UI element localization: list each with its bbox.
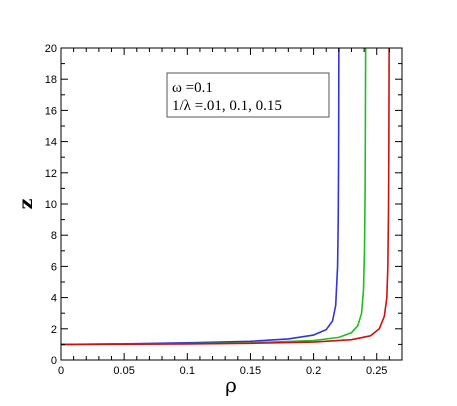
annotation-frame xyxy=(166,72,330,118)
series-line-3 xyxy=(60,47,390,346)
x-tick-label: 0.25 xyxy=(366,365,387,377)
y-tick-label: 16 xyxy=(45,105,57,117)
x-tick-label: 0.1 xyxy=(180,365,195,377)
y-tick-label: 10 xyxy=(45,199,57,211)
y-tick-label: 6 xyxy=(51,261,57,273)
y-tick-label: 4 xyxy=(51,293,57,305)
x-tick-label: 0.05 xyxy=(113,365,134,377)
x-tick-label: 0.15 xyxy=(240,365,261,377)
annotation-line-omega: ω =0.1 xyxy=(172,80,213,96)
x-tick-label: 0 xyxy=(58,365,64,377)
y-axis-title: z xyxy=(15,198,37,209)
annotation-box: ω =0.1 1/λ =.01, 0.1, 0.15 xyxy=(166,72,330,118)
series-line-1 xyxy=(60,47,340,346)
y-tick-label: 20 xyxy=(45,43,57,55)
x-axis-title: ρ xyxy=(225,373,237,397)
y-tick-label: 12 xyxy=(45,168,57,180)
x-tick-label: 0.2 xyxy=(306,365,321,377)
y-tick-label: 14 xyxy=(45,137,57,149)
annotation-line-lambda: 1/λ =.01, 0.1, 0.15 xyxy=(172,98,282,114)
data-series-group xyxy=(60,47,390,346)
y-tick-label: 8 xyxy=(51,230,57,242)
y-tick-label: 18 xyxy=(45,74,57,86)
y-tick-label: 2 xyxy=(51,324,57,336)
tick-labels: 0 0.05 0.1 0.15 0.2 0.25 0 2 4 6 8 10 12 14 16 18 20 xyxy=(45,43,388,377)
axis-ticks xyxy=(60,47,403,361)
y-tick-label: 0 xyxy=(51,355,57,367)
